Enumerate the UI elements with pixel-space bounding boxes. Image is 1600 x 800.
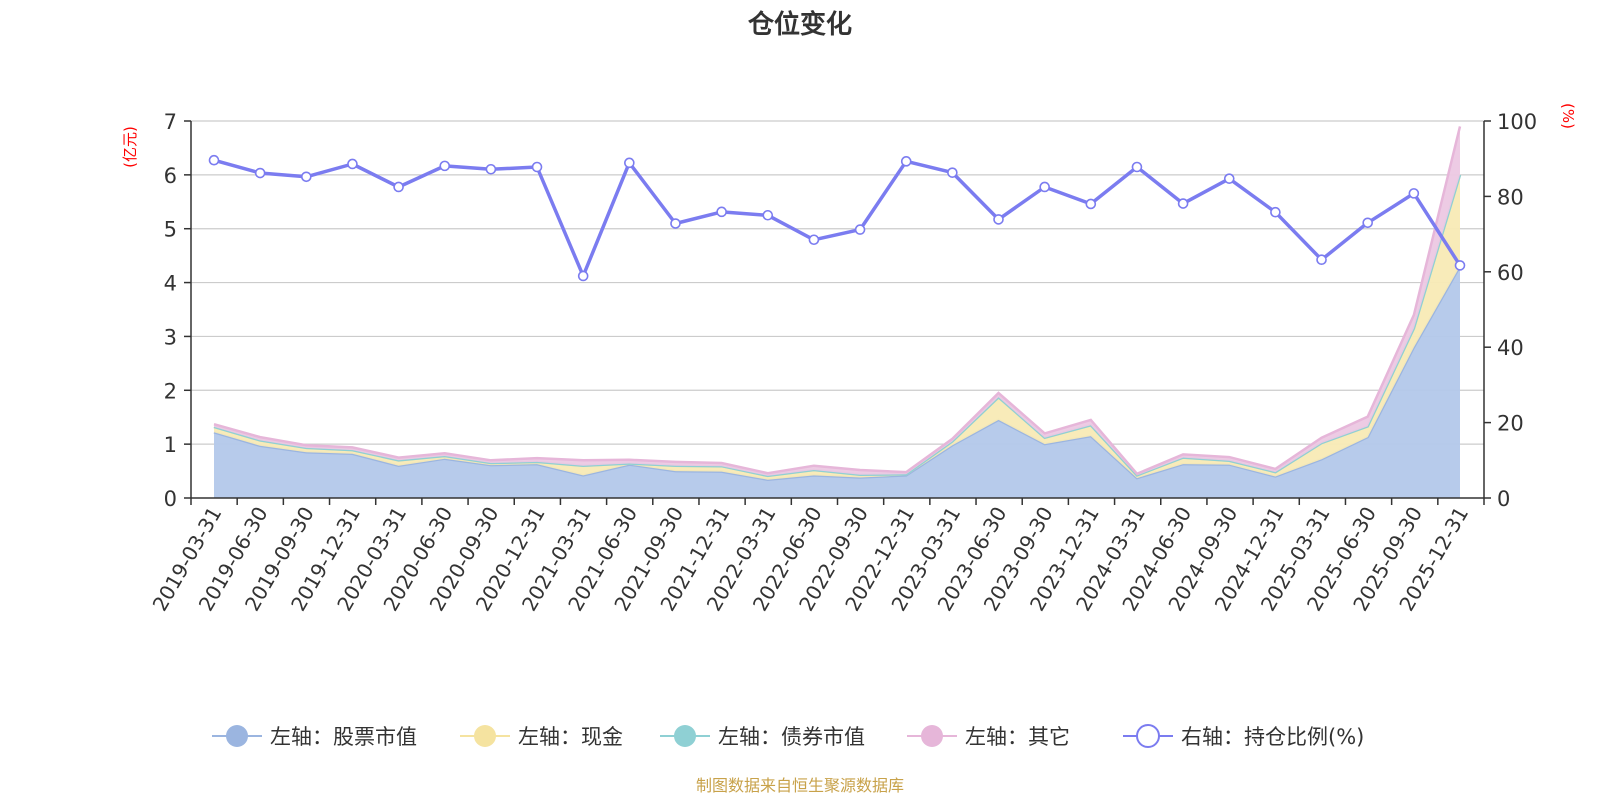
ratio-point [208, 154, 220, 166]
legend-marker [226, 725, 248, 747]
ratio-point [485, 163, 497, 175]
ratio-point [1454, 260, 1466, 271]
legend-marker [1136, 724, 1160, 748]
left-tick-label: 5 [164, 218, 177, 242]
ratio-point [1408, 188, 1420, 199]
ratio-point [670, 218, 681, 229]
legend-marker [474, 725, 496, 747]
legend-marker [674, 725, 696, 747]
legend-label: 左轴：现金 [518, 725, 623, 749]
source-note: 制图数据来自恒生聚源数据库 [696, 776, 904, 795]
area-top-line [213, 174, 1462, 478]
ratio-point [808, 234, 820, 246]
ratio-point [762, 209, 774, 221]
area-top-line [213, 126, 1462, 476]
left-axis-unit: (亿元) [121, 126, 139, 168]
ratio-point [1316, 254, 1327, 266]
legend-label: 左轴：其它 [965, 725, 1070, 749]
ratio-point [254, 167, 266, 179]
legend-label: 左轴：债券市值 [718, 725, 865, 749]
right-axis-unit: (%) [1559, 103, 1577, 129]
area-3 [214, 126, 1460, 476]
stacked-areas [213, 126, 1462, 498]
ratio-point [531, 161, 543, 173]
ratio-point [1270, 206, 1281, 218]
grid [191, 120, 1484, 445]
ratio-point [1223, 173, 1235, 184]
chart-title: 仓位变化 [747, 9, 852, 40]
area-1 [214, 174, 1460, 480]
left-tick-label: 2 [164, 379, 177, 403]
left-tick-label: 0 [164, 487, 177, 511]
ratio-point [993, 214, 1004, 225]
ratio-line [208, 154, 1466, 282]
ratio-point [716, 206, 727, 218]
right-tick-label: 100 [1497, 110, 1537, 134]
ratio-line-path [213, 158, 1462, 278]
left-tick-label: 4 [164, 272, 177, 296]
legend-label: 右轴：持仓比例(%) [1181, 725, 1364, 749]
ratio-point [393, 181, 404, 193]
legend-marker [921, 725, 943, 747]
ratio-point [624, 157, 635, 169]
legend: 左轴：股票市值 左轴：现金 左轴：债券市值 左轴：其它 右轴：持仓比例(%) [212, 724, 1364, 749]
right-tick-label: 20 [1497, 412, 1524, 436]
ratio-point [1085, 198, 1097, 210]
ratio-point [900, 156, 912, 167]
right-tick-label: 0 [1497, 487, 1510, 511]
ratio-point [1177, 198, 1189, 209]
left-tick-label: 1 [164, 433, 177, 457]
axes: 012345670204060801002019-03-312019-06-30… [148, 110, 1538, 615]
legend-label: 左轴：股票市值 [270, 725, 417, 749]
right-tick-label: 60 [1497, 261, 1524, 285]
ratio-point [577, 270, 589, 282]
area-2 [214, 174, 1460, 476]
ratio-point [439, 160, 451, 172]
left-tick-label: 6 [164, 164, 177, 188]
area-0 [214, 266, 1460, 498]
area-top-line [213, 265, 1462, 481]
right-tick-label: 80 [1497, 185, 1524, 209]
right-tick-label: 40 [1497, 336, 1524, 360]
ratio-point [347, 158, 358, 170]
ratio-point [1131, 161, 1143, 173]
ratio-point [1039, 181, 1050, 193]
ratio-point [300, 171, 312, 183]
area-top-line [213, 174, 1462, 478]
left-tick-label: 7 [164, 110, 177, 134]
ratio-point [1362, 217, 1374, 229]
ratio-point [947, 167, 958, 178]
ratio-point [854, 224, 866, 235]
left-tick-label: 3 [164, 325, 177, 349]
